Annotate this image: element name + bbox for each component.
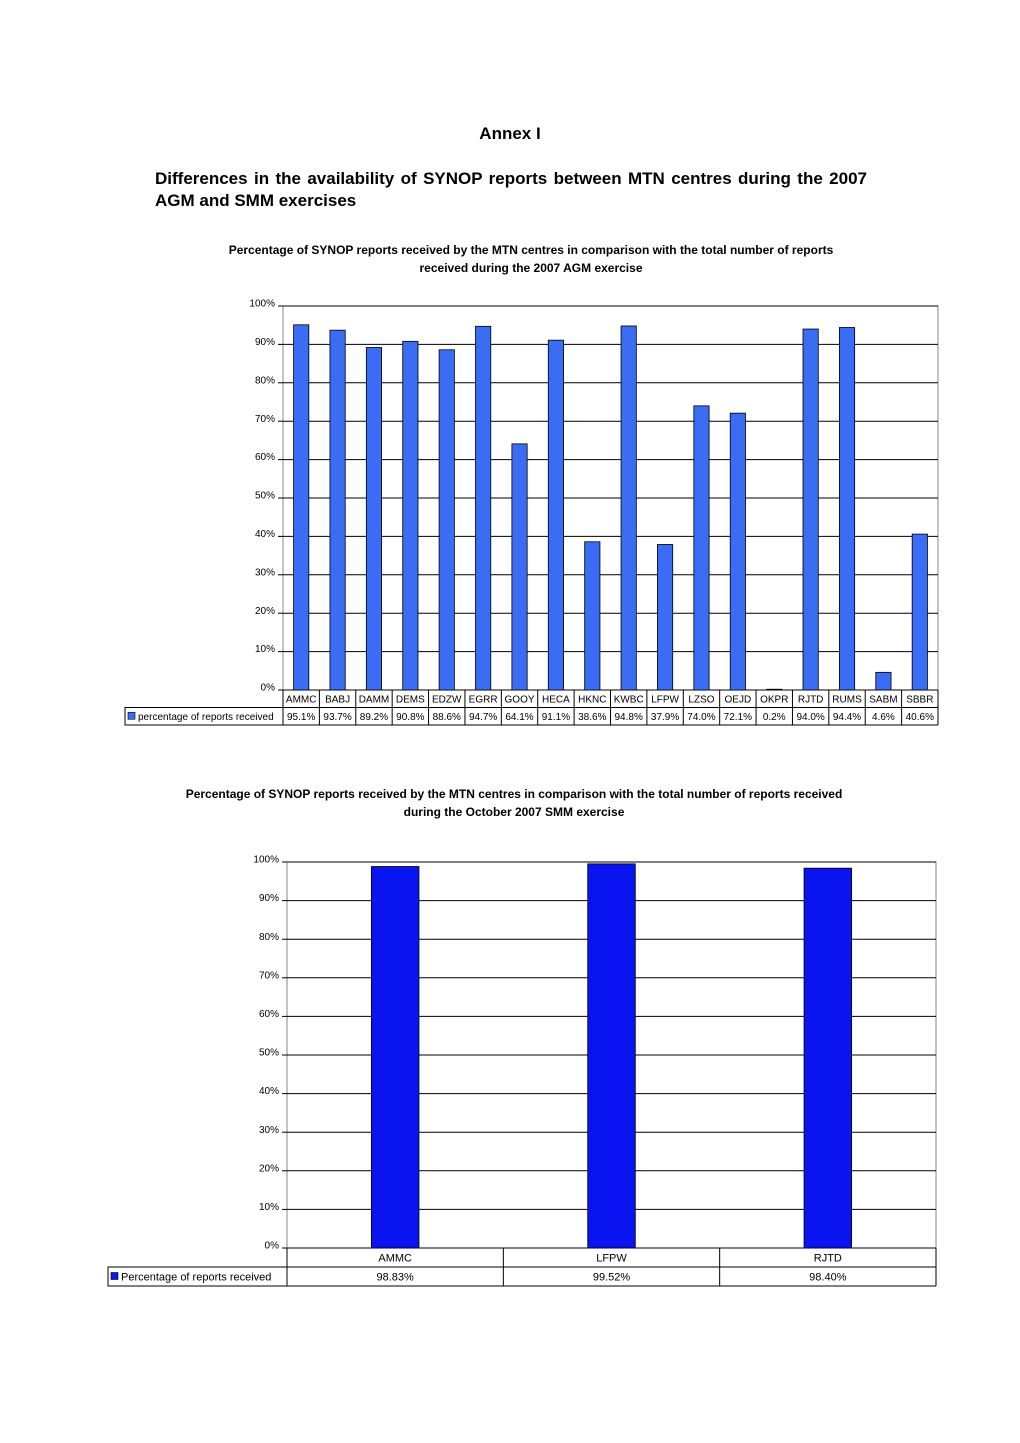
bar <box>657 544 674 691</box>
x-tick-label: RJTD <box>814 1252 842 1264</box>
bar <box>402 340 419 691</box>
value-label: 88.6% <box>433 712 461 723</box>
y-tick-label: 40% <box>255 529 275 540</box>
value-label: 94.7% <box>469 712 497 723</box>
x-tick-label: LZSO <box>688 694 714 705</box>
y-tick-label: 0% <box>265 1241 280 1252</box>
y-tick-label: 90% <box>259 893 279 904</box>
bar <box>475 325 492 691</box>
heading: Differences in the availability of SYNOP… <box>155 169 867 210</box>
x-tick-label: SABM <box>869 694 897 705</box>
y-tick-label: 60% <box>259 1009 279 1020</box>
y-tick-label: 100% <box>249 299 275 310</box>
x-tick-label: BABJ <box>325 694 350 705</box>
bar <box>365 347 383 691</box>
x-tick-label: RJTD <box>798 694 824 705</box>
y-tick-label: 0% <box>261 683 276 694</box>
value-label: 64.1% <box>505 712 533 723</box>
x-tick-label: SBBR <box>906 694 933 705</box>
value-label: 38.6% <box>578 712 606 723</box>
y-tick-label: 30% <box>259 1125 279 1136</box>
bar <box>766 688 783 691</box>
annex-title: Annex I <box>479 124 541 143</box>
bar <box>838 327 856 691</box>
y-tick-label: 80% <box>255 375 275 386</box>
value-label: 89.2% <box>360 712 388 723</box>
bar <box>547 339 564 691</box>
bar <box>620 325 637 691</box>
y-tick-label: 70% <box>259 970 279 981</box>
x-tick-label: LFPW <box>596 1252 627 1264</box>
bar <box>370 866 420 1249</box>
bar <box>587 863 636 1249</box>
legend-swatch <box>110 1272 119 1280</box>
value-label: 99.52% <box>593 1271 631 1283</box>
value-label: 90.8% <box>396 712 424 723</box>
bar <box>802 328 819 691</box>
bar <box>511 443 528 691</box>
x-tick-label: KWBC <box>614 694 644 705</box>
value-label: 40.6% <box>906 712 934 723</box>
bar <box>584 541 601 691</box>
value-label: 0.2% <box>763 712 786 723</box>
value-label: 37.9% <box>651 712 679 723</box>
legend-label: Percentage of reports received <box>121 1271 271 1283</box>
bar <box>729 412 746 691</box>
y-tick-label: 20% <box>259 1163 279 1174</box>
value-label: 94.8% <box>615 712 643 723</box>
value-label: 91.1% <box>542 712 570 723</box>
value-label: 74.0% <box>687 712 715 723</box>
x-tick-label: RUMS <box>832 694 862 705</box>
x-tick-label: OKPR <box>760 694 788 705</box>
x-tick-label: AMMC <box>286 694 317 705</box>
y-tick-label: 10% <box>259 1202 279 1213</box>
legend-swatch <box>127 711 136 720</box>
y-tick-label: 100% <box>253 855 279 866</box>
bar <box>875 671 892 691</box>
x-tick-label: AMMC <box>378 1252 412 1264</box>
x-tick-label: EGRR <box>469 694 498 705</box>
y-tick-label: 50% <box>255 491 275 502</box>
x-tick-label: OEJD <box>725 694 752 705</box>
chart-title: Percentage of SYNOP reports received by … <box>185 787 843 819</box>
y-tick-label: 30% <box>255 567 275 578</box>
x-tick-label: HECA <box>542 694 570 705</box>
x-tick-label: EDZW <box>432 694 462 705</box>
x-tick-label: LFPW <box>651 694 679 705</box>
x-tick-label: GOOY <box>505 694 535 705</box>
bar <box>911 533 928 691</box>
y-tick-label: 10% <box>255 644 275 655</box>
value-label: 95.1% <box>287 712 315 723</box>
bar <box>329 329 346 691</box>
x-tick-label: DAMM <box>359 694 390 705</box>
value-label: 4.6% <box>872 712 895 723</box>
value-label: 93.7% <box>323 712 351 723</box>
y-tick-label: 40% <box>259 1086 279 1097</box>
legend-label: percentage of reports received <box>138 712 274 723</box>
bar <box>438 349 455 691</box>
value-label: 94.0% <box>796 712 824 723</box>
x-tick-label: HKNC <box>578 694 606 705</box>
value-label: 98.83% <box>377 1271 415 1283</box>
y-tick-label: 80% <box>259 932 279 943</box>
value-label: 94.4% <box>833 712 861 723</box>
bar <box>293 324 310 691</box>
bar <box>803 867 853 1249</box>
x-tick-label: DEMS <box>396 694 425 705</box>
value-label: 98.40% <box>809 1271 847 1283</box>
value-label: 72.1% <box>724 712 752 723</box>
y-tick-label: 90% <box>255 337 275 348</box>
bar <box>693 405 710 691</box>
chart-title: Percentage of SYNOP reports received by … <box>228 243 834 275</box>
y-tick-label: 70% <box>255 414 275 425</box>
y-tick-label: 60% <box>255 452 275 463</box>
y-tick-label: 50% <box>259 1048 279 1059</box>
y-tick-label: 20% <box>255 606 275 617</box>
